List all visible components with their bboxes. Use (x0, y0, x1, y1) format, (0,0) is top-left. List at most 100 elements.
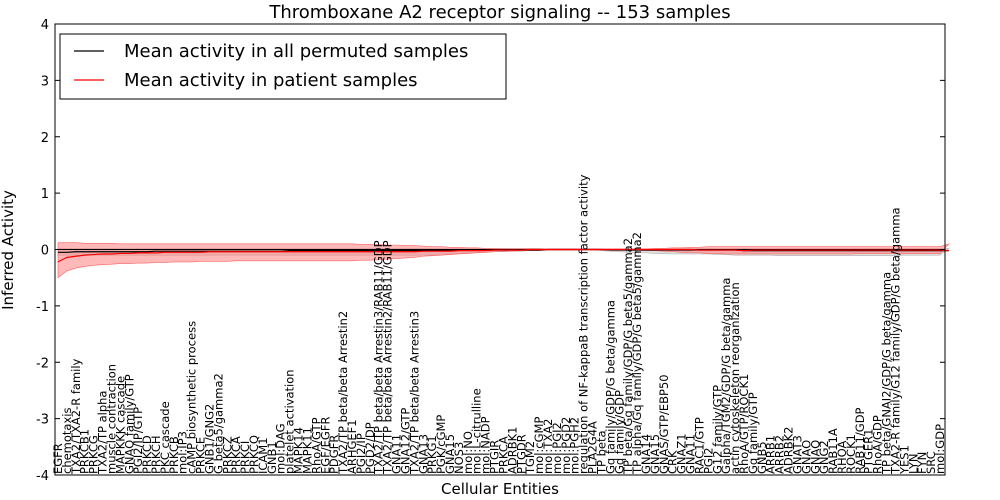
plot-frame (54, 23, 946, 476)
entity-label: MAPKKK cascade (113, 376, 127, 474)
entity-label: ADRBK2 (782, 427, 796, 474)
entity-label: PRKCB (167, 436, 181, 474)
entity-label: G12 family/GTP (710, 385, 724, 474)
entity-label: FYN (915, 452, 929, 474)
entity-label: muscle contraction (104, 364, 118, 474)
entity-label: GNA15 (443, 434, 457, 474)
entity-label: TXA2/TP beta/beta Arrestin3/RAB11/GDP (372, 240, 386, 475)
entity-label: GNA12/GTP (398, 408, 412, 474)
entity-label: ARRB1 (764, 435, 778, 474)
y-tick-label: -1 (36, 300, 49, 315)
entity-label: GNAS/GTP/EBP50 (657, 374, 671, 474)
entity-label: TXA2/TP alpha (96, 391, 110, 475)
entity-label: RAC1/GTP (692, 417, 706, 474)
y-tick-label: -3 (36, 413, 49, 428)
entity-label: RAB11/GDP (853, 407, 867, 474)
entity-label: GNB1/GNG2 (202, 404, 216, 474)
entity-label: mol:GDP (933, 424, 947, 474)
entity-label: TP alpha/Gq family/GDP/G beta5/gamma2 (630, 232, 644, 475)
entity-label: ADRBK1 (505, 427, 519, 474)
entity-label: PGD2/DP (363, 422, 377, 474)
entity-label: mol:cGMP (532, 417, 546, 474)
legend-label-permuted: Mean activity in all permuted samples (124, 41, 468, 62)
series-lines (55, 248, 949, 263)
entity-label: mol:NADP (479, 416, 493, 474)
patient-band (57, 242, 950, 279)
entity-label: mol:TXA2 (541, 419, 555, 474)
entity-label: RAB11A (826, 428, 840, 474)
entity-label: GNG2 (817, 440, 831, 474)
entity-label: Gq family/GDP (612, 390, 626, 474)
y-tick-label: 0 (41, 244, 49, 259)
legend-label-patient: Mean activity in patient samples (124, 70, 418, 91)
y-tick-label: 1 (41, 187, 49, 202)
entity-label: PTGER1 (862, 429, 876, 474)
entity-label: PTGIR (488, 440, 502, 474)
entity-label: mol:DAG (274, 423, 288, 474)
entity-label: GNA14 (639, 434, 653, 474)
entity-label: PRKCE (194, 437, 208, 474)
entity-label: PGI2/IP (354, 433, 368, 474)
entity-label: EGF/EGFR (318, 417, 332, 474)
entity-label: PGK/cGMP (434, 415, 448, 474)
entity-label: GNAZ1 (675, 433, 689, 474)
entity-label: PRKCA (496, 436, 510, 474)
y-axis-ticks: -4 -3 -2 -1 0 1 2 3 4 (36, 18, 945, 484)
entity-label: actin cytoskeleton reorganization (728, 282, 742, 474)
entity-label: GNA13 (416, 434, 430, 474)
entity-label: GNAQ (808, 440, 822, 474)
entity-label: LYN (906, 453, 920, 474)
entity-label: GNB5 (755, 441, 769, 474)
entity-label: GNAO (799, 440, 813, 474)
entity-label: PRKCH (149, 435, 163, 474)
entity-label: cAMP biosynthetic process (185, 321, 199, 474)
entity-label: TXA2/TP beta/beta Arrestin3 (407, 311, 421, 475)
confidence-bands (57, 242, 950, 279)
chart-title: Thromboxane A2 receptor signaling -- 153… (268, 2, 730, 23)
entity-label: PDGFR (327, 435, 341, 474)
entity-label: PRKCA (229, 436, 243, 474)
entity-label: regulation of NF-kappaB transcription fa… (577, 174, 591, 474)
entity-label: mol:PGD2 (559, 417, 573, 474)
entity-label: Galpha/TGM2/GDP/G beta/gamma (719, 278, 733, 474)
y-tick-label: 3 (41, 74, 49, 89)
entity-label: GNAT3 (790, 435, 804, 474)
entity-label: PRKCZ (220, 436, 234, 474)
entity-label: ROCK1 (844, 434, 858, 474)
entity-label: G beta5/gamma2 (211, 373, 225, 474)
entity-label: TP beta/GNAI2/GDP/G beta/gamma (880, 272, 894, 475)
entity-label: Gq family/GDP/G beta/gamma (603, 300, 617, 474)
entity-label: TXA2/TXA2-R family (69, 358, 83, 475)
entity-label: PRKCQ (247, 435, 261, 474)
entity-label: SRC (924, 451, 938, 474)
entity-label: CRK (666, 450, 680, 474)
entity-label: TGM2 (523, 441, 537, 475)
entity-label: GNA11 (390, 434, 404, 474)
entity-label: TXA2/TP beta/beta Arrestin2/RAB11/GDP (381, 240, 395, 475)
entity-label: RhoA/GTP (309, 417, 323, 474)
entity-label: ICAM1 (256, 437, 270, 474)
entity-label: RhoA/GTP/ROCK1 (737, 374, 751, 474)
patient-series-line (57, 248, 949, 263)
entity-label: mol:L-citrulline (470, 388, 484, 474)
y-tick-label: 2 (41, 131, 49, 146)
entity-label: GNA15 (648, 434, 662, 474)
entity-label: platelet activation (283, 369, 297, 474)
entity-label: PRKCB1 (78, 429, 92, 474)
entity-label: MAPK11 (300, 427, 314, 474)
entity-label: ARRB2 (773, 435, 787, 474)
entity-label: PRKCD (140, 435, 154, 474)
entity-label: GNAQ family/GTP (122, 374, 136, 474)
y-axis-label: Inferred Activity (0, 190, 17, 310)
entity-label: PGI2 (701, 447, 715, 474)
entity-label: PRKCG (87, 435, 101, 474)
entity-label: MAPK14 (292, 427, 306, 474)
entity-label: TXA2-R family/G12 family/GDP/G beta/gamm… (888, 207, 902, 475)
entity-label: NOS3 (452, 442, 466, 474)
entity-label: mol:PGH2 (568, 417, 582, 474)
entity-label: mol:NO (461, 431, 475, 474)
entity-label: PKC cascade (158, 401, 172, 474)
x-axis-label: Cellular Entities (441, 480, 559, 498)
y-tick-label: -4 (36, 469, 49, 484)
